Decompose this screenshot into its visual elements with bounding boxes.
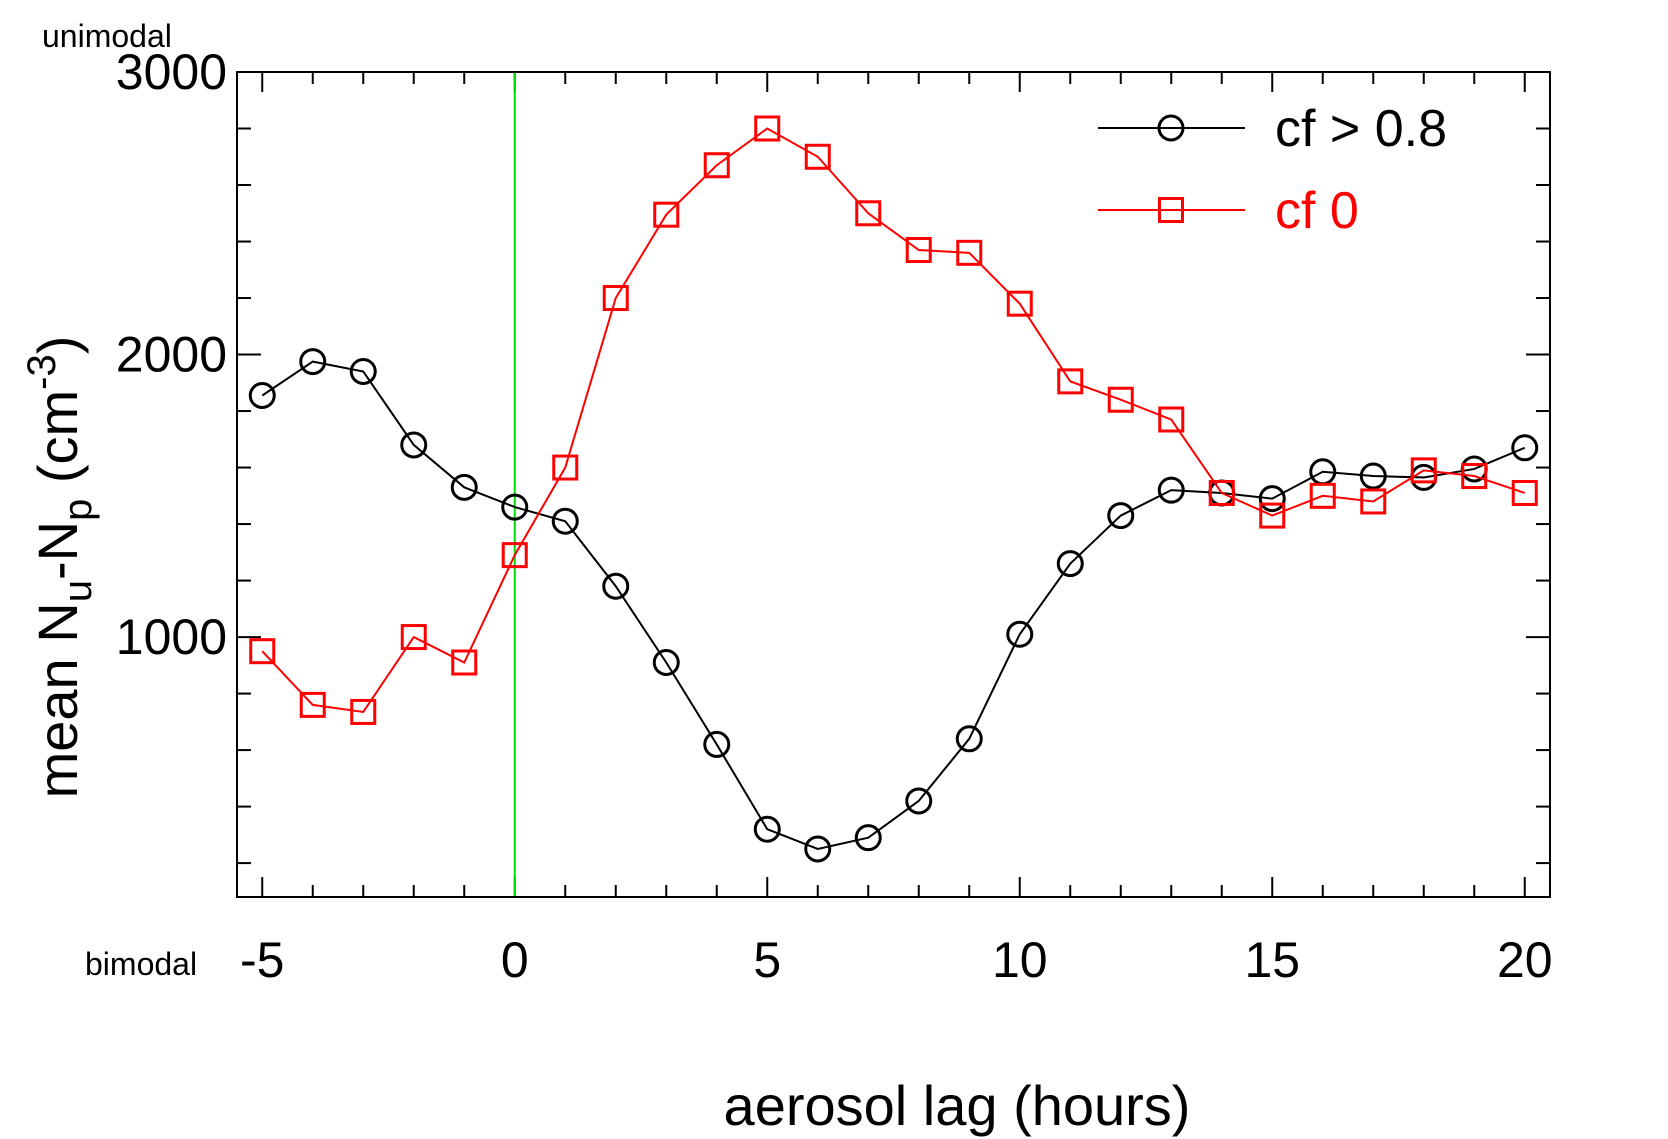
annotation-bimodal: bimodal: [85, 946, 197, 982]
data-point-circle: [652, 648, 680, 676]
data-point-circle: [400, 431, 428, 459]
data-point-circle: [1056, 550, 1084, 578]
data-point-circle: [299, 348, 327, 376]
data-point-square: [703, 152, 730, 179]
data-point-square: [956, 239, 983, 266]
legend: cf > 0.8 cf 0: [1098, 100, 1447, 240]
y-axis-title: mean Nu-Np (cm-3): [20, 336, 100, 799]
data-point-square: [1461, 463, 1488, 490]
data-point-circle: [854, 824, 882, 852]
data-point-square: [299, 691, 326, 718]
data-point-circle: [1107, 502, 1135, 530]
data-point-square: [1309, 482, 1336, 509]
data-point-square: [602, 285, 629, 312]
data-point-square: [1107, 386, 1134, 413]
data-point-circle: [1511, 434, 1539, 462]
data-point-circle: [1359, 462, 1387, 490]
tick-labels: -5 0 5 10 15 20 1000 2000 3000: [116, 44, 1553, 988]
data-point-square: [754, 115, 781, 142]
x-tick-label: 15: [1244, 932, 1300, 988]
data-point-square: [1259, 502, 1286, 529]
data-point-circle: [1258, 485, 1286, 513]
x-tick-label: 20: [1497, 932, 1553, 988]
series-line: [261, 127, 1526, 714]
x-tick-label: -5: [240, 932, 284, 988]
annotation-unimodal: unimodal: [42, 18, 172, 54]
y-tick-label: 2000: [116, 327, 227, 383]
data-point-circle: [349, 357, 377, 385]
x-axis-title: aerosol lag (hours): [724, 1074, 1191, 1137]
legend-label: cf > 0.8: [1275, 100, 1447, 158]
series-layer: [248, 115, 1539, 863]
data-point-circle: [703, 730, 731, 758]
svg-text:mean Nu-Np (cm-3): mean Nu-Np (cm-3): [20, 336, 100, 799]
data-point-square: [249, 638, 276, 665]
data-point-square: [1410, 457, 1437, 484]
x-tick-label: 5: [753, 932, 781, 988]
data-point-square: [1208, 479, 1235, 506]
y-title-sub-p: p: [56, 499, 100, 521]
data-point-square: [451, 649, 478, 676]
y-title-sup: -3: [20, 354, 64, 390]
data-point-circle: [248, 382, 276, 410]
x-tick-label: 10: [992, 932, 1048, 988]
data-point-circle: [1157, 476, 1185, 504]
y-title-unit-open: (cm: [26, 390, 89, 499]
data-point-square: [1511, 479, 1538, 506]
legend-label: cf 0: [1275, 182, 1359, 240]
series-cf-0: [249, 115, 1538, 725]
data-point-square: [653, 201, 680, 228]
data-point-circle: [1006, 620, 1034, 648]
data-point-square: [400, 624, 427, 651]
data-point-square: [1057, 368, 1084, 395]
data-point-circle: [905, 787, 933, 815]
plot-frame: [236, 71, 1551, 898]
x-tick-label: 0: [501, 932, 529, 988]
y-tick-label: 3000: [116, 44, 227, 100]
data-point-square: [350, 698, 377, 725]
data-point-square: [905, 236, 932, 263]
y-title-main: mean N: [26, 602, 89, 798]
data-point-square: [1158, 406, 1185, 433]
data-point-square: [501, 542, 528, 569]
legend-marker: [1158, 197, 1184, 223]
y-tick-label: 1000: [116, 609, 227, 665]
data-point-square: [552, 454, 579, 481]
series-cf-gt-0-8: [248, 348, 1539, 863]
data-point-circle: [501, 493, 529, 521]
data-point-square: [1006, 290, 1033, 317]
data-point-square: [855, 200, 882, 227]
y-title-mid: -N: [26, 521, 89, 580]
legend-marker: [1157, 114, 1185, 142]
data-point-circle: [753, 815, 781, 843]
data-point-square: [804, 143, 831, 170]
data-point-circle: [602, 572, 630, 600]
data-point-circle: [551, 507, 579, 535]
series-line: [261, 360, 1526, 851]
y-title-sub-u: u: [56, 580, 100, 602]
data-point-square: [1360, 488, 1387, 515]
data-point-circle: [955, 725, 983, 753]
data-point-circle: [804, 835, 832, 863]
data-point-circle: [450, 473, 478, 501]
y-title-unit-close: ): [26, 336, 89, 355]
